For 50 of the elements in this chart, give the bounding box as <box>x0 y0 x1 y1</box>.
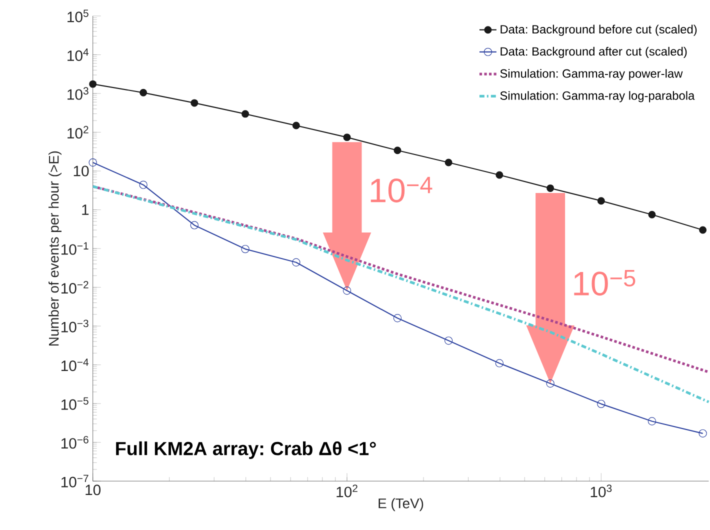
point <box>546 379 554 388</box>
point <box>546 184 554 192</box>
y-tick-label: 10 <box>74 166 89 176</box>
y-tick-label: 10$^{5}$ <box>68 10 88 22</box>
annotation: 10$^{−4}$ <box>370 176 432 202</box>
point <box>342 286 352 295</box>
point <box>242 110 250 118</box>
x-axis-title: E (TeV) <box>378 498 424 512</box>
annotation: Full KM2A array: Crab Δθ <1° <box>116 441 376 459</box>
point <box>343 134 351 142</box>
point <box>698 429 707 438</box>
point <box>648 210 656 218</box>
point <box>89 80 97 88</box>
y-tick-label: 10$^{−3}$ <box>61 320 88 332</box>
point <box>699 226 707 234</box>
point <box>292 258 300 266</box>
point <box>597 197 605 205</box>
x-tick-label: 10 <box>86 484 101 496</box>
y-tick-label: 1 <box>82 204 89 215</box>
point <box>495 359 504 368</box>
y-tick-label: 10$^{−4}$ <box>61 358 89 372</box>
legend-label: Simulation: Gamma-ray power-law <box>500 68 683 80</box>
y-tick-label: 10$^{−6}$ <box>61 436 88 449</box>
legend-label: Simulation: Gamma-ray log-parabola <box>500 91 695 102</box>
y-tick-label: 10$^{−1}$ <box>61 242 88 255</box>
annotation: 10$^{−5}$ <box>574 270 636 296</box>
point <box>496 171 504 179</box>
point <box>444 158 452 166</box>
point <box>241 244 250 254</box>
point <box>88 158 97 167</box>
point <box>190 221 199 230</box>
point <box>393 314 402 322</box>
y-axis-title: Number of events per hour (>E) <box>48 151 62 346</box>
legend-label: Data: Background before cut (scaled) <box>500 24 697 36</box>
x-tick-label: 10$^{2}$ <box>336 484 358 498</box>
point <box>140 88 148 96</box>
point <box>139 180 148 189</box>
point <box>292 122 300 130</box>
point <box>394 146 402 154</box>
point <box>444 336 453 345</box>
point <box>190 99 198 107</box>
point <box>597 400 606 408</box>
y-tick-label: 10$^{−5}$ <box>61 397 88 410</box>
y-tick-label: 10$^{4}$ <box>68 48 89 61</box>
y-tick-label: 10$^{−2}$ <box>61 280 88 294</box>
y-tick-label: 10$^{3}$ <box>68 87 88 100</box>
x-tick-label: 10$^{3}$ <box>590 484 612 498</box>
y-tick-label: 10$^{2}$ <box>68 126 88 139</box>
point <box>648 417 656 426</box>
legend-label: Data: Background after cut (scaled) <box>500 46 687 58</box>
